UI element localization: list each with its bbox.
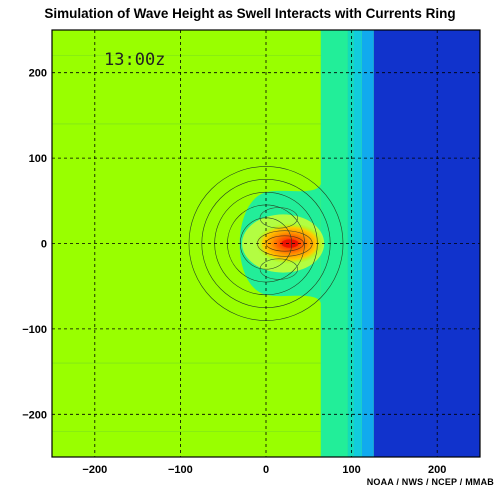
plot-frame [51,29,481,458]
wave-band-2 [353,30,362,457]
wave-band-1 [347,30,354,457]
y-tick-label: 200 [29,68,47,80]
x-tick-label: −100 [168,464,193,476]
time-label: 13:00z [104,50,165,70]
y-tick-label: −200 [22,409,47,421]
x-tick-label: 100 [342,464,360,476]
peak-core [281,239,299,248]
x-tick-label: 0 [263,464,269,476]
credit-label: NOAA / NWS / NCEP / MMAB [366,477,494,487]
south-lobe-contour [259,258,298,280]
chart-title: Simulation of Wave Height as Swell Inter… [44,6,456,21]
y-tick-label: 0 [41,239,47,251]
wave-band-3 [361,30,374,457]
x-tick-label: 200 [428,464,446,476]
north-lobe-contour [259,207,298,229]
y-tick-label: 100 [29,153,47,165]
peak-contour-inner [265,235,304,252]
y-tick-label: −100 [22,324,47,336]
x-tick-label: −200 [82,464,107,476]
